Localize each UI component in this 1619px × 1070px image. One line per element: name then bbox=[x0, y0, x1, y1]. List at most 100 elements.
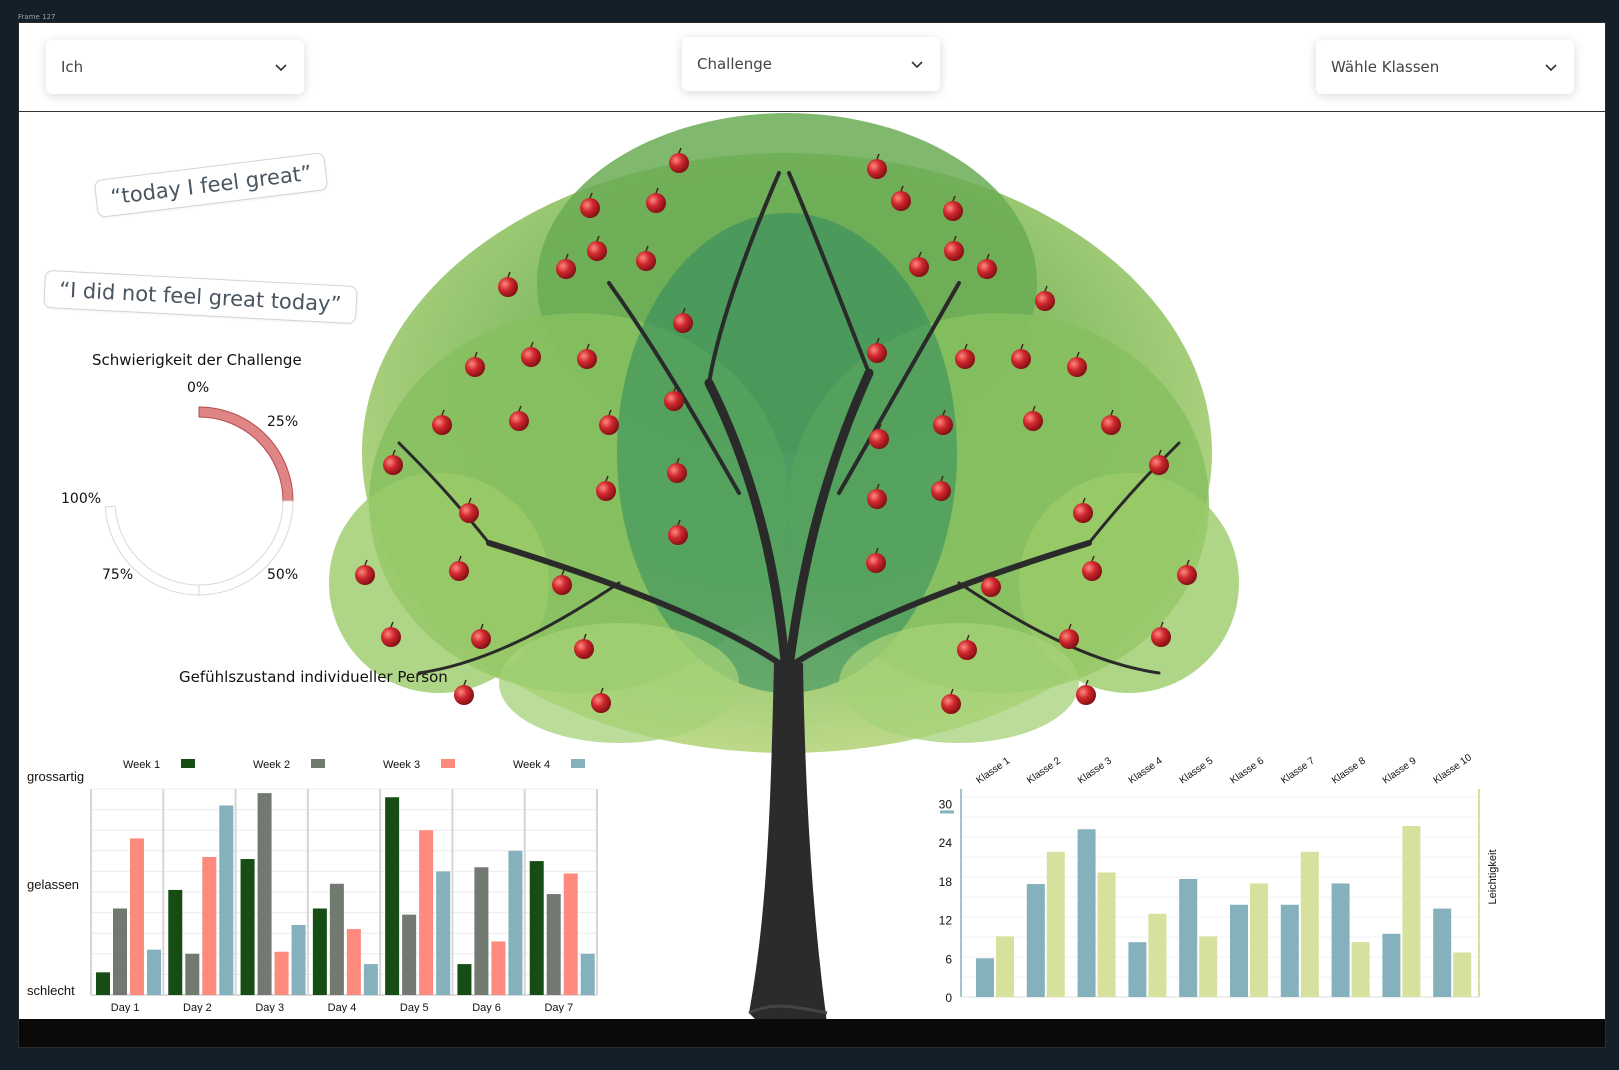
apples bbox=[355, 147, 1197, 714]
person-dropdown-value: Ich bbox=[61, 58, 84, 76]
chevron-down-icon bbox=[275, 64, 287, 72]
apple-icon bbox=[1011, 349, 1031, 369]
apple-icon bbox=[1073, 503, 1093, 523]
difficulty-gauge bbox=[104, 406, 294, 596]
apple-stem bbox=[1160, 621, 1164, 628]
challenge-dropdown-value: Challenge bbox=[697, 55, 772, 73]
apple-icon bbox=[574, 639, 594, 659]
mood-bar bbox=[385, 797, 400, 995]
apple-icon bbox=[591, 693, 611, 713]
apple-icon bbox=[891, 191, 911, 211]
x-tick-label: Klasse 10 bbox=[1432, 752, 1475, 786]
legend-label: Week 4 bbox=[513, 759, 550, 771]
apple-stem bbox=[966, 634, 970, 641]
mood-bar bbox=[436, 871, 451, 995]
apple-stem bbox=[655, 187, 659, 194]
apple-icon bbox=[465, 357, 485, 377]
challenge-dropdown[interactable]: Challenge bbox=[682, 37, 940, 91]
apple-icon bbox=[1101, 415, 1121, 435]
mood-bar bbox=[474, 867, 489, 995]
apple-stem bbox=[1085, 679, 1089, 686]
apple-icon bbox=[943, 201, 963, 221]
class-bar bbox=[1351, 942, 1370, 997]
y-tick-label: 0 bbox=[945, 991, 952, 1005]
person-dropdown[interactable]: Ich bbox=[46, 40, 304, 94]
apple-stem bbox=[900, 185, 904, 192]
class-bar bbox=[1097, 872, 1116, 997]
x-tick-label: Day 7 bbox=[544, 1002, 573, 1013]
apple-stem bbox=[990, 571, 994, 578]
apple-icon bbox=[1177, 565, 1197, 585]
x-tick-label: Klasse 9 bbox=[1381, 755, 1419, 786]
apple-stem bbox=[682, 307, 686, 314]
apple-icon bbox=[668, 525, 688, 545]
apple-stem bbox=[1076, 351, 1080, 358]
apple-icon bbox=[636, 251, 656, 271]
gauge-fill bbox=[198, 406, 294, 502]
apple-stem bbox=[364, 559, 368, 566]
dashboard-canvas: Ich Challenge Wähle Klassen bbox=[18, 22, 1606, 1048]
apple-icon bbox=[577, 349, 597, 369]
gauge-label-75: 75% bbox=[102, 567, 134, 583]
mood-bar bbox=[508, 850, 523, 995]
class-bar bbox=[1128, 942, 1147, 997]
apple-icon bbox=[955, 349, 975, 369]
apple-stem bbox=[390, 621, 394, 628]
class-bar bbox=[1230, 904, 1248, 997]
apple-stem bbox=[507, 271, 511, 278]
x-tick-label: Day 2 bbox=[183, 1002, 212, 1013]
apple-stem bbox=[1186, 559, 1190, 566]
class-bar bbox=[1148, 913, 1167, 997]
x-tick-label: Klasse 3 bbox=[1076, 755, 1114, 786]
apple-icon bbox=[673, 313, 693, 333]
mood-bar bbox=[240, 859, 255, 995]
apple-stem bbox=[1091, 555, 1095, 562]
class-bar bbox=[1453, 952, 1472, 997]
x-tick-label: Klasse 7 bbox=[1279, 755, 1317, 786]
apple-stem bbox=[876, 153, 880, 160]
apple-stem bbox=[676, 457, 680, 464]
apple-stem bbox=[605, 475, 609, 482]
mood-bar-chart: Week 1 Week 2 Week 3 Week 4 grossartig gelass… bbox=[27, 759, 598, 1013]
bottom-bar bbox=[19, 1019, 1605, 1047]
apple-stem bbox=[392, 449, 396, 456]
mood-bar bbox=[219, 805, 234, 995]
mood-chart-title: Gefühlszustand individueller Person bbox=[179, 668, 448, 686]
apple-stem bbox=[480, 623, 484, 630]
apple-icon bbox=[941, 694, 961, 714]
y-tick-label: schlecht bbox=[27, 983, 75, 998]
apple-icon bbox=[933, 415, 953, 435]
apple-stem bbox=[441, 409, 445, 416]
apple-icon bbox=[521, 347, 541, 367]
x-tick-label: Klasse 5 bbox=[1178, 755, 1216, 786]
apple-icon bbox=[552, 575, 572, 595]
apple-icon bbox=[596, 481, 616, 501]
y-tick-label: 18 bbox=[939, 875, 953, 889]
apple-icon bbox=[432, 415, 452, 435]
class-bar bbox=[1046, 851, 1065, 997]
mood-bar bbox=[402, 914, 417, 995]
mood-bar bbox=[457, 964, 472, 995]
apple-icon bbox=[667, 463, 687, 483]
gauge-label-25: 25% bbox=[267, 414, 299, 430]
tree-canopy bbox=[329, 113, 1239, 753]
apple-icon bbox=[498, 277, 518, 297]
apple-icon bbox=[471, 629, 491, 649]
mood-bar bbox=[346, 929, 361, 995]
gauge-label-0: 0% bbox=[187, 380, 210, 396]
apple-stem bbox=[600, 687, 604, 694]
apple-stem bbox=[678, 147, 682, 154]
mood-bar bbox=[312, 908, 327, 995]
class-bar bbox=[1300, 851, 1319, 997]
apple-icon bbox=[1035, 291, 1055, 311]
mood-bar bbox=[546, 894, 561, 995]
x-tick-label: Klasse 4 bbox=[1127, 755, 1165, 786]
mood-bar bbox=[257, 793, 272, 995]
apple-icon bbox=[459, 503, 479, 523]
y-tick-label: grossartig bbox=[27, 769, 84, 784]
mood-bar bbox=[130, 838, 144, 995]
mood-bar bbox=[419, 830, 434, 995]
klassen-dropdown[interactable]: Wähle Klassen bbox=[1316, 40, 1574, 94]
apple-icon bbox=[1023, 411, 1043, 431]
mood-bar bbox=[363, 964, 378, 995]
